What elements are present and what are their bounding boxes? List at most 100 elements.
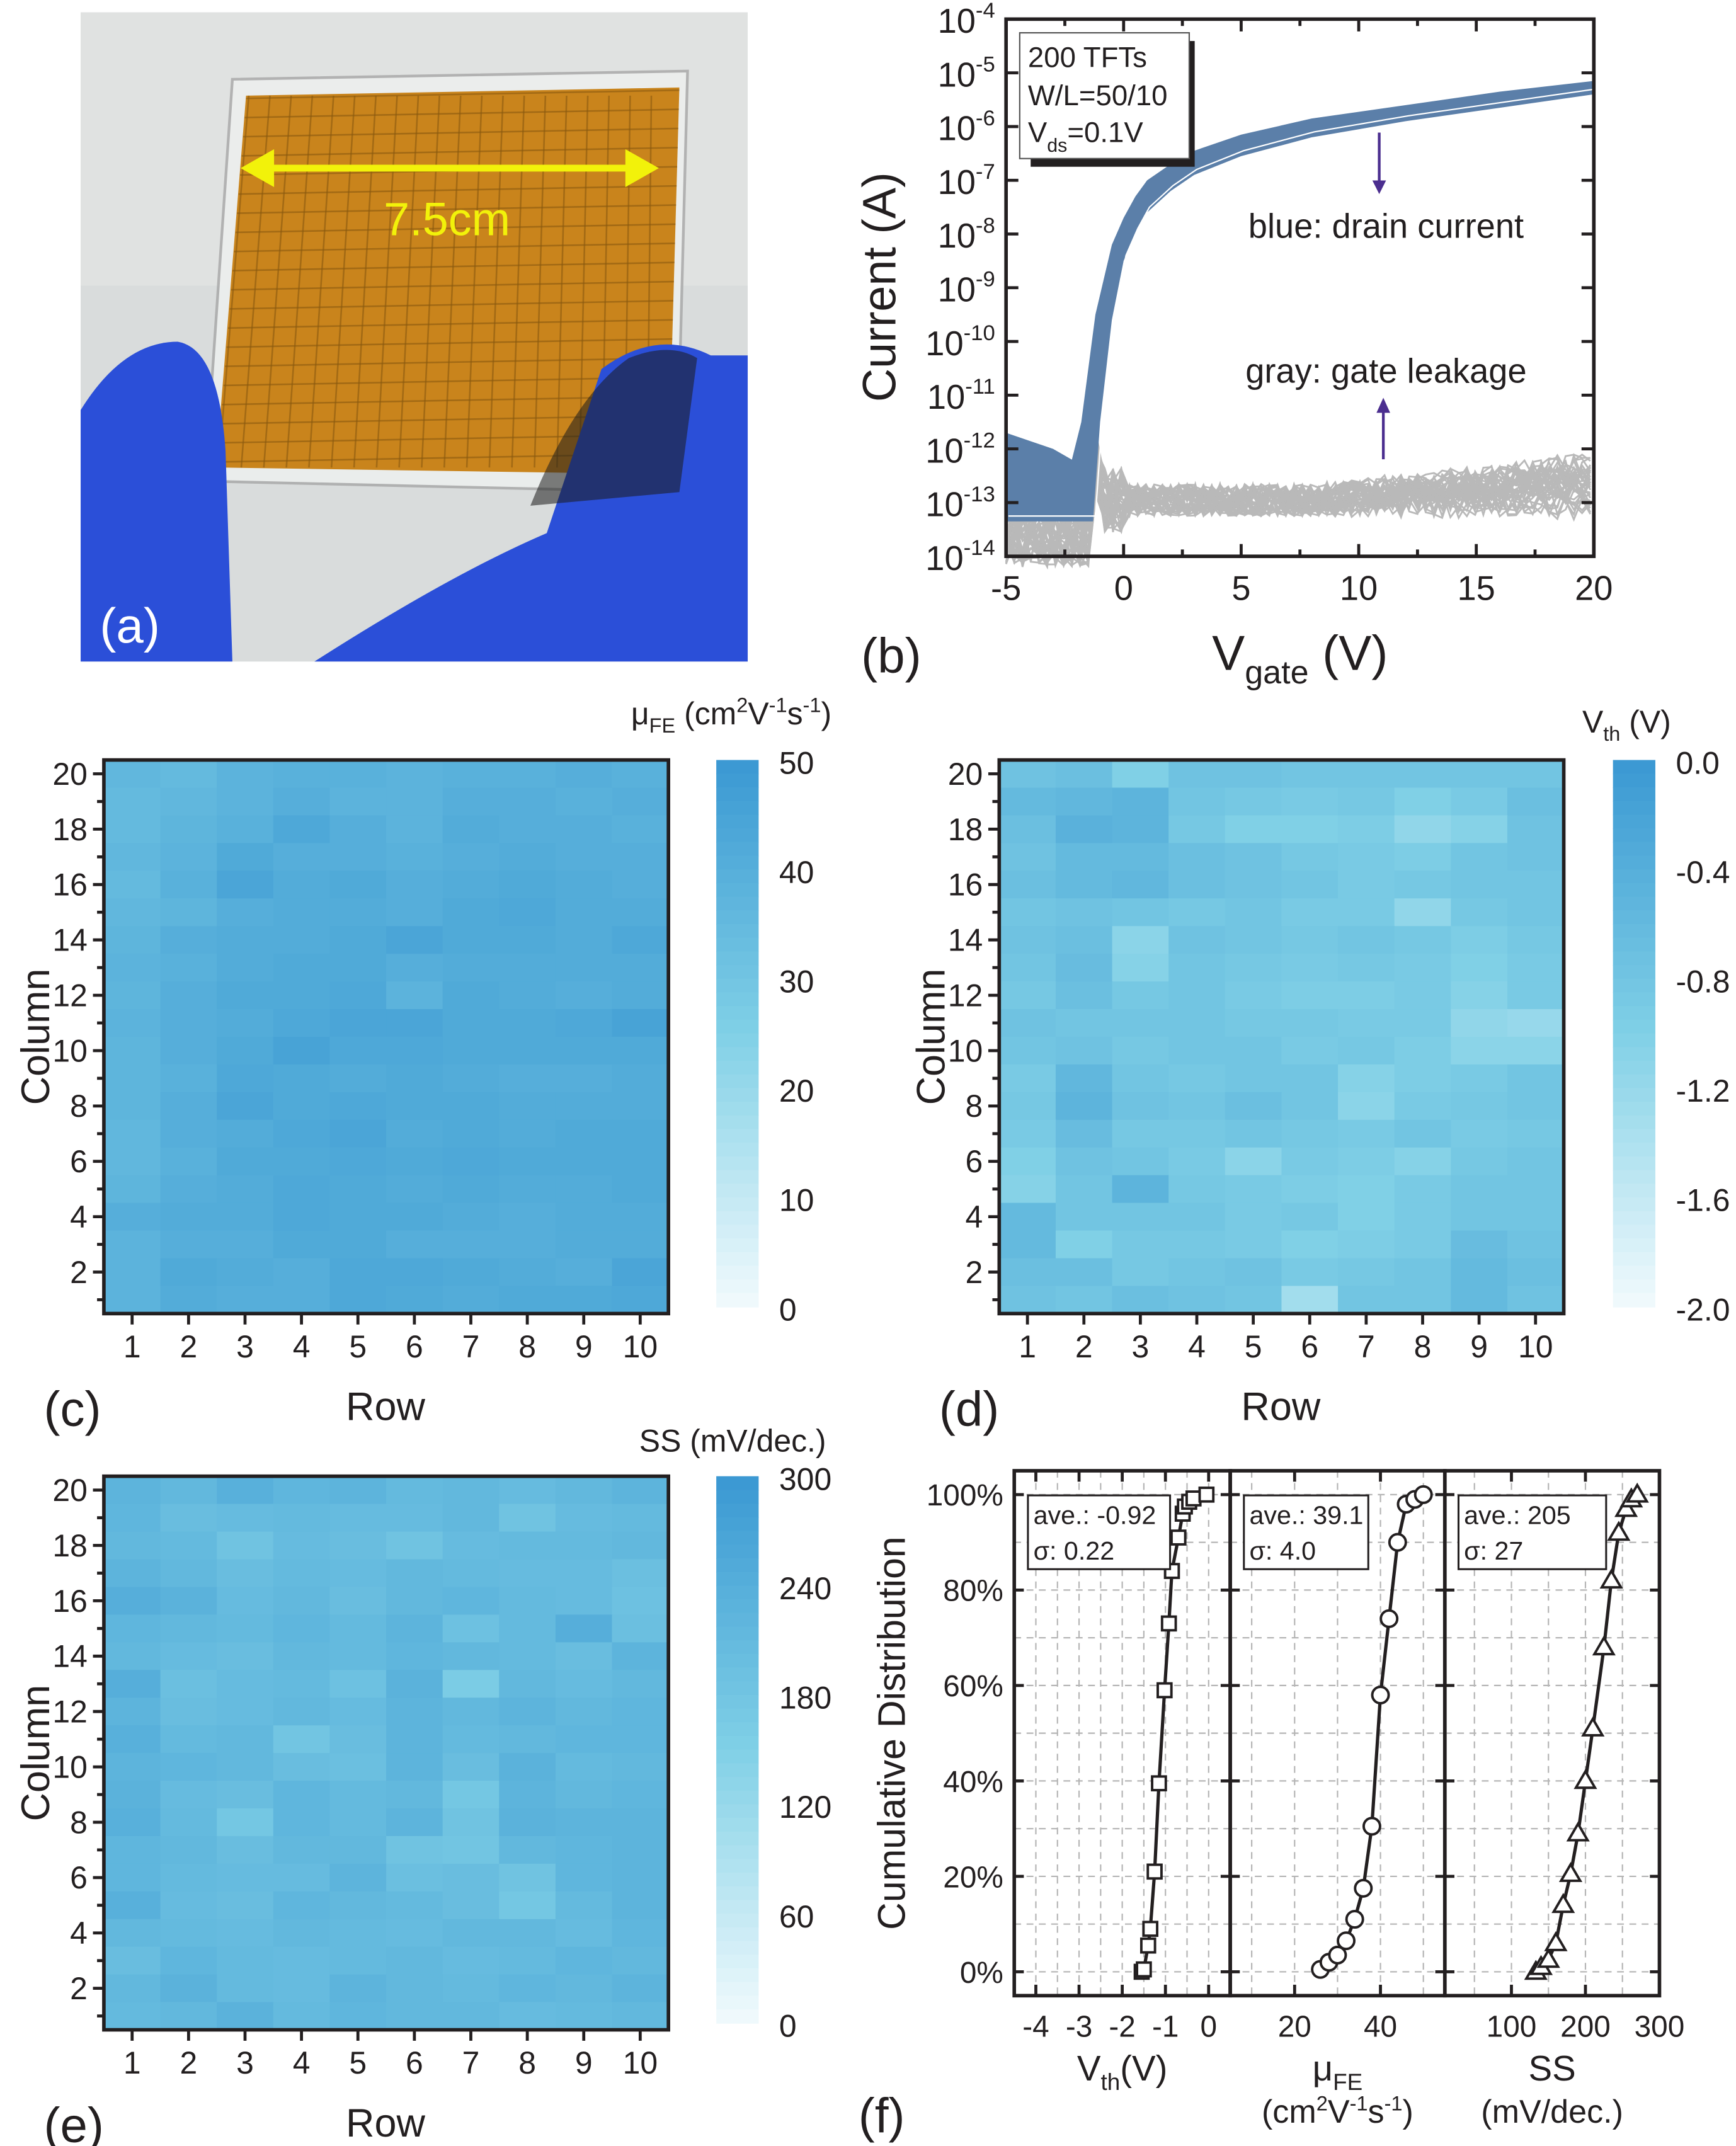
heatmap-cell — [273, 1587, 331, 1616]
heatmap-cell — [160, 1147, 218, 1176]
heatmap-cell — [1112, 1092, 1170, 1121]
heatmap-cell — [217, 1614, 274, 1643]
heatmap-cell — [1225, 1230, 1282, 1259]
heatmap-cell — [329, 1119, 387, 1148]
x-tick-label: 2 — [1075, 1329, 1093, 1364]
heatmap-cell — [103, 1891, 161, 1920]
heatmap-cell — [1168, 1230, 1226, 1259]
heatmap-cell — [1112, 1064, 1170, 1093]
heatmap-cell — [499, 760, 557, 789]
x-tick-label: 20 — [1575, 570, 1613, 608]
colorbar-segment — [716, 1982, 759, 1997]
heatmap-cell — [103, 1092, 161, 1121]
colorbar-segment — [716, 896, 759, 911]
leakage-annotation: gray: gate leakage — [1245, 353, 1526, 391]
x-axis-unit: (cm2V-1s-1) — [1262, 2092, 1413, 2131]
colorbar-segment — [716, 1170, 759, 1185]
heatmap-cell — [555, 2002, 613, 2031]
heatmap-cell — [1338, 815, 1395, 844]
y-tick-exponent: -14 — [964, 536, 995, 560]
heatmap-cell — [555, 1092, 613, 1121]
heatmap-cell — [329, 1614, 387, 1643]
heatmap-cell — [999, 1230, 1057, 1259]
y-tick-label: 4 — [966, 1199, 983, 1235]
heatmap-cell — [1338, 926, 1395, 955]
heatmap-cell — [442, 898, 500, 927]
colorbar-segment — [716, 801, 759, 816]
heatmap-cell — [442, 843, 500, 872]
grid-line — [223, 376, 671, 387]
heatmap-cell — [499, 1476, 557, 1505]
heatmap-cell — [612, 1614, 670, 1643]
x-tick-label: 6 — [406, 1329, 423, 1364]
heatmap-cell — [103, 815, 161, 844]
heatmap-cell — [1168, 898, 1226, 927]
y-tick-label: 0% — [960, 1956, 1003, 1990]
heatmap-cell — [1168, 1036, 1226, 1066]
heatmap-cell — [103, 1974, 161, 2003]
heatmap-cell — [1168, 787, 1226, 816]
heatmap-cell — [1451, 1258, 1509, 1287]
heatmap-cell — [329, 1064, 387, 1093]
heatmap-cell — [1055, 898, 1113, 927]
heatmap-cell — [160, 2002, 218, 2031]
heatmap-cell — [442, 1891, 500, 1920]
x-tick-label: 8 — [518, 1329, 536, 1364]
heatmap-cell — [999, 870, 1057, 899]
heatmap-cell — [499, 1064, 557, 1093]
unit: (mV/dec.) — [1481, 2094, 1623, 2130]
panel-e-ss-map: 1 2 3 4 5 6 7 8 9 102468101214161820RowColumn3002… — [14, 1424, 831, 2146]
drain-annotation: blue: drain current — [1248, 208, 1524, 246]
colorbar-segment — [716, 1156, 759, 1171]
heatmap-cell — [442, 1835, 500, 1864]
y-tick-label: 10-11 — [927, 375, 995, 416]
y-tick-label: 10-4 — [938, 0, 995, 40]
heatmap-cell — [217, 1919, 274, 1948]
heatmap-cell — [160, 843, 218, 872]
heatmap-cell — [1112, 1258, 1170, 1287]
x-axis-label: Row — [346, 1385, 425, 1429]
heatmap-cell — [442, 1147, 500, 1176]
cb-sup: -1 — [769, 694, 787, 717]
heatmap-cell — [160, 1891, 218, 1920]
colorbar-tick-label: 50 — [779, 745, 814, 780]
x-tick-label: 10 — [623, 1329, 658, 1364]
heatmap-cell — [1055, 1202, 1113, 1231]
heatmap-cell — [1112, 760, 1170, 789]
colorbar-segment — [716, 882, 759, 898]
colorbar-segment — [716, 1722, 759, 1737]
x-axis-label: Row — [346, 2101, 425, 2145]
y-axis-label: Cumulative Distribution — [871, 1536, 913, 1930]
heatmap-cell — [329, 1781, 387, 1810]
colorbar-tick-label: 240 — [779, 1571, 831, 1606]
heatmap-cell — [160, 1698, 218, 1727]
x-axis-label: Vth(V) — [1077, 2048, 1168, 2095]
colorbar-segment — [1613, 1252, 1655, 1267]
x-tick-label: 3 — [1132, 1329, 1150, 1364]
heatmap-cell — [273, 1614, 331, 1643]
heatmap-cell — [612, 1476, 670, 1505]
plot-frame — [102, 758, 670, 1316]
unit: ) — [1403, 2094, 1413, 2130]
y-tick-label: 6 — [70, 1144, 88, 1179]
colorbar-segment — [716, 1088, 759, 1103]
heatmap-cell — [386, 954, 443, 983]
x-tick-label: 300 — [1635, 2010, 1685, 2043]
y-tick-base: 10 — [938, 110, 976, 148]
heatmap-cell — [273, 1119, 331, 1148]
heatmap-cell — [612, 1258, 670, 1287]
heatmap-cell — [1451, 760, 1509, 789]
heatmap-cell — [103, 1642, 161, 1671]
colorbar-tick-label: -0.4 — [1676, 855, 1730, 890]
heatmap-cell — [1281, 954, 1339, 983]
y-tick-label: 6 — [966, 1144, 983, 1179]
sigma-label: σ: 0.22 — [1034, 1536, 1115, 1565]
heatmap-cell — [217, 2002, 274, 2031]
panel-d-vth-map: 1 2 3 4 5 6 7 8 9 102468101214161820RowColumn0.0-… — [910, 704, 1730, 1436]
heatmap-cell — [612, 1808, 670, 1837]
heatmap-cell — [612, 1119, 670, 1148]
heatmap-cell — [1394, 1147, 1452, 1176]
heatmap-cell — [273, 1559, 331, 1588]
heatmap-cell — [1507, 1036, 1565, 1066]
heatmap-cell — [386, 1559, 443, 1588]
